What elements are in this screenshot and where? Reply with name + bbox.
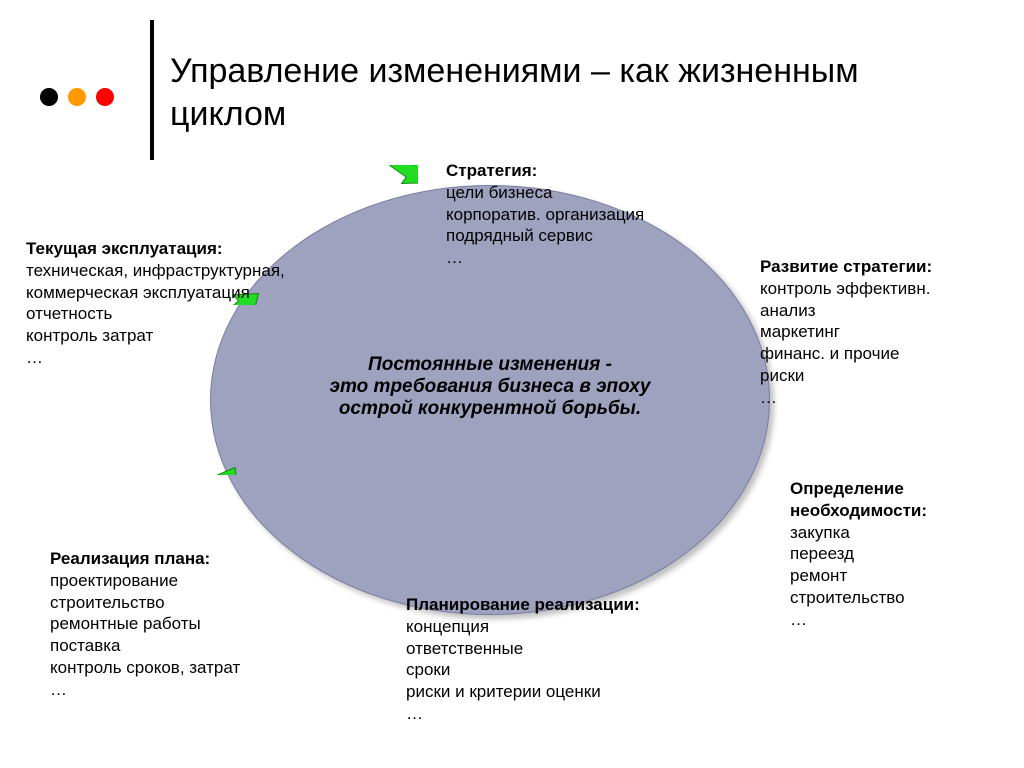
node-planning-line: … — [406, 703, 706, 725]
node-dev-heading: Развитие стратегии: — [760, 256, 1010, 278]
node-planning: Планирование реализации:концепцияответст… — [406, 594, 706, 725]
node-dev-line: анализ — [760, 300, 1010, 322]
node-planning-line: риски и критерии оценки — [406, 681, 706, 703]
node-ops-line: … — [26, 347, 326, 369]
node-dev-line: риски — [760, 365, 1010, 387]
node-dev-line: финанс. и прочие — [760, 343, 1010, 365]
node-ops-line: отчетность — [26, 303, 326, 325]
node-ops-line: коммерческая эксплуатация — [26, 282, 326, 304]
dot-2 — [68, 88, 86, 106]
node-ops-heading: Текущая эксплуатация: — [26, 238, 326, 260]
node-need-line: переезд — [790, 543, 1010, 565]
node-impl: Реализация плана:проектированиестроитель… — [50, 548, 290, 700]
node-need-heading: Определение необходимости: — [790, 478, 1010, 522]
node-dev-line: … — [760, 387, 1010, 409]
node-impl-line: контроль сроков, затрат — [50, 657, 290, 679]
decor-dots — [40, 88, 114, 106]
node-impl-line: … — [50, 679, 290, 701]
node-strategy: Стратегия:цели бизнесакорпоратив. органи… — [446, 160, 706, 269]
node-need: Определение необходимости:закупкапереезд… — [790, 478, 1010, 630]
node-dev-line: контроль эффективн. — [760, 278, 1010, 300]
arrow-right-upper-icon — [720, 295, 760, 325]
node-ops: Текущая эксплуатация:техническая, инфрас… — [26, 238, 326, 369]
node-impl-line: ремонтные работы — [50, 613, 290, 635]
node-need-line: закупка — [790, 522, 1010, 544]
node-dev: Развитие стратегии:контроль эффективн.ан… — [760, 256, 1010, 408]
node-dev-line: маркетинг — [760, 321, 1010, 343]
center-text: Постоянные изменения -это требования биз… — [280, 354, 700, 420]
node-impl-line: строительство — [50, 592, 290, 614]
node-strategy-line: корпоратив. организация — [446, 204, 706, 226]
node-ops-line: контроль затрат — [26, 325, 326, 347]
dot-1 — [40, 88, 58, 106]
node-need-line: строительство — [790, 587, 1010, 609]
arrow-bottom-icon — [350, 567, 390, 597]
node-ops-line: техническая, инфраструктурная, — [26, 260, 326, 282]
arrow-left-lower-icon — [208, 445, 248, 475]
node-planning-line: концепция — [406, 616, 706, 638]
node-strategy-heading: Стратегия: — [446, 160, 706, 182]
node-strategy-line: подрядный сервис — [446, 225, 706, 247]
arrow-top-icon — [378, 165, 418, 195]
node-impl-line: поставка — [50, 635, 290, 657]
page-title: Управление изменениями – как жизненным ц… — [170, 50, 970, 135]
node-planning-line: сроки — [406, 659, 706, 681]
node-strategy-line: … — [446, 247, 706, 269]
node-planning-line: ответственные — [406, 638, 706, 660]
node-need-line: … — [790, 609, 1010, 631]
node-planning-heading: Планирование реализации: — [406, 594, 706, 616]
arrow-right-lower-icon — [706, 493, 746, 523]
node-strategy-line: цели бизнеса — [446, 182, 706, 204]
node-impl-heading: Реализация плана: — [50, 548, 290, 570]
node-need-line: ремонт — [790, 565, 1010, 587]
decor-vertical-line — [150, 20, 154, 160]
dot-3 — [96, 88, 114, 106]
node-impl-line: проектирование — [50, 570, 290, 592]
